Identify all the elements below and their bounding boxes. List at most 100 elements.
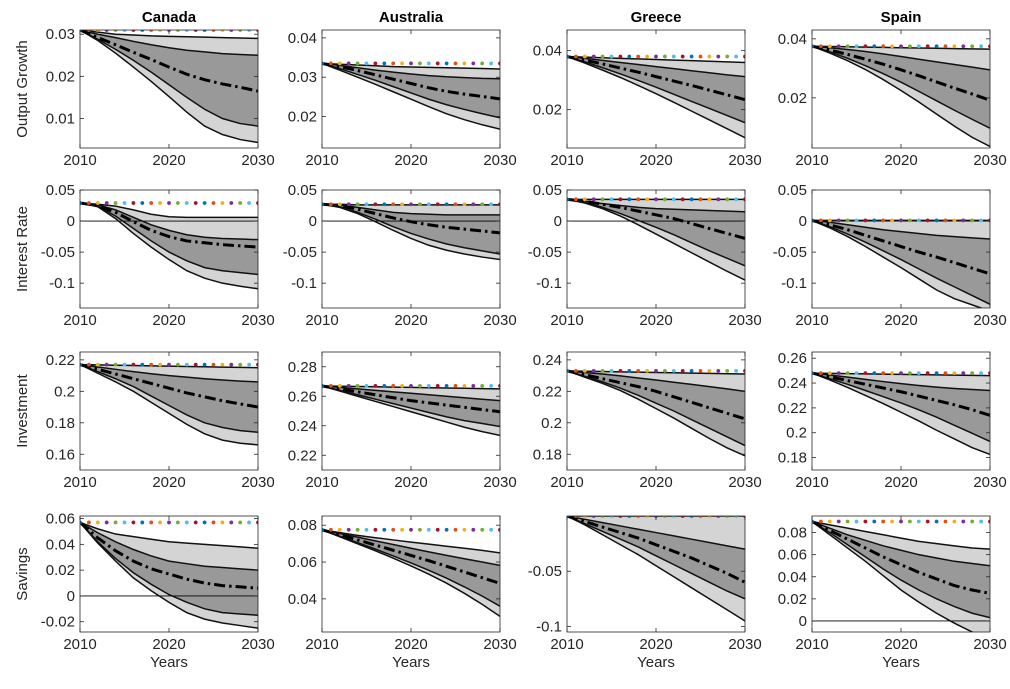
x-tick-label: 2010 — [795, 312, 828, 329]
baseline-point — [600, 54, 605, 59]
baseline-point — [462, 61, 467, 66]
baseline-point — [211, 520, 216, 525]
baseline-point — [220, 30, 225, 32]
panel-interest-rate-canada: -0.1 -0.05 0 0.05 2010 2020 2030 — [41, 182, 275, 329]
baseline-point — [988, 44, 990, 49]
baseline-point — [872, 371, 877, 376]
baseline-point — [122, 30, 127, 32]
band-edge-line — [812, 45, 990, 148]
panel-output-growth-canada: 0.01 0.02 0.03 2010 2020 2030 — [46, 26, 275, 169]
baseline-point — [698, 197, 703, 202]
baseline-point — [435, 61, 440, 66]
baseline-point — [663, 54, 667, 59]
baseline-point — [391, 61, 396, 66]
baseline-point — [671, 54, 676, 59]
baseline-point — [409, 202, 413, 207]
band-edge-line — [812, 219, 984, 308]
y-tick-label: 0 — [67, 213, 75, 230]
x-tick-label: 2020 — [639, 152, 672, 169]
baseline-point — [158, 201, 163, 205]
x-tick-label: 2030 — [973, 312, 1006, 329]
baseline-point — [836, 519, 841, 524]
baseline-point — [943, 218, 948, 223]
band-edge-line — [567, 516, 745, 600]
baseline-point — [836, 218, 841, 223]
baseline-point — [346, 527, 351, 532]
y-tick-label: -0.05 — [773, 244, 807, 261]
x-tick-label: 2010 — [550, 474, 583, 491]
median-line — [322, 61, 500, 101]
baseline-point — [400, 527, 404, 532]
baseline-point — [734, 54, 738, 59]
baseline-point — [382, 202, 387, 207]
y-tick-label: 0.24 — [533, 352, 562, 369]
baseline-point — [916, 44, 921, 49]
baseline-point — [734, 368, 738, 373]
baseline-point — [322, 384, 324, 388]
band-edge-line — [322, 203, 500, 255]
band-edge-line — [80, 521, 258, 616]
baseline-point — [202, 362, 207, 367]
band-edge-line — [322, 385, 500, 402]
baseline-point — [391, 527, 396, 532]
y-tick-label: 0.18 — [46, 415, 75, 432]
y-tick-label: -0.02 — [41, 614, 75, 631]
baseline-point — [979, 371, 983, 376]
inner-band — [322, 529, 500, 607]
band-edge-line — [567, 370, 745, 447]
baseline-point — [663, 516, 667, 518]
y-tick-label: 0.03 — [288, 69, 317, 86]
baseline-point — [689, 54, 694, 59]
baseline-point — [881, 44, 886, 49]
y-tick-label: 0.01 — [46, 111, 75, 128]
median-line — [80, 30, 258, 93]
median-line — [80, 521, 258, 590]
baseline-point — [229, 201, 234, 205]
x-tick-label: 2020 — [394, 312, 427, 329]
baseline-point — [845, 44, 850, 49]
x-tick-label: 2020 — [394, 636, 427, 653]
baseline-point — [716, 197, 721, 202]
x-tick-label: 2010 — [63, 152, 96, 169]
baseline-point — [680, 516, 685, 518]
baseline-point — [131, 520, 136, 525]
baseline-point — [925, 371, 930, 376]
median-line — [80, 201, 258, 249]
baseline-point — [418, 384, 422, 388]
baseline-point — [489, 202, 493, 207]
x-tick-label: 2010 — [305, 636, 338, 653]
baseline-point — [122, 520, 127, 525]
baseline-point — [256, 520, 258, 525]
baseline-point — [609, 368, 614, 373]
baseline-point — [247, 362, 252, 367]
baseline-point — [680, 54, 685, 59]
baseline-point — [925, 44, 930, 49]
baseline-point — [925, 519, 930, 524]
baseline-point — [256, 30, 258, 32]
baseline-point — [87, 30, 91, 32]
x-tick-label: 2030 — [973, 152, 1006, 169]
band-edge-line — [322, 62, 500, 70]
baseline-point — [122, 362, 127, 367]
baseline-point — [355, 61, 360, 66]
baseline-point — [426, 527, 431, 532]
baseline-point — [435, 384, 440, 388]
baseline-point — [952, 44, 957, 49]
baseline-point — [707, 516, 712, 518]
baseline-point — [725, 516, 730, 518]
baseline-point — [725, 197, 730, 202]
baseline-point — [382, 61, 387, 66]
baseline-point — [444, 61, 449, 66]
y-tick-label: -0.1 — [536, 275, 562, 292]
baseline-point — [689, 516, 694, 518]
y-tick-label: -0.05 — [41, 244, 75, 261]
baseline-point — [908, 218, 912, 223]
baseline-point — [863, 218, 868, 223]
band-edge-line — [80, 363, 258, 446]
band-edge-line — [812, 372, 990, 456]
y-tick-label: -0.1 — [536, 618, 562, 635]
baseline-point — [489, 527, 493, 532]
panel-output-growth-greece: 0.02 0.04 2010 2020 2030 — [533, 29, 762, 169]
x-tick-label: 2010 — [305, 474, 338, 491]
